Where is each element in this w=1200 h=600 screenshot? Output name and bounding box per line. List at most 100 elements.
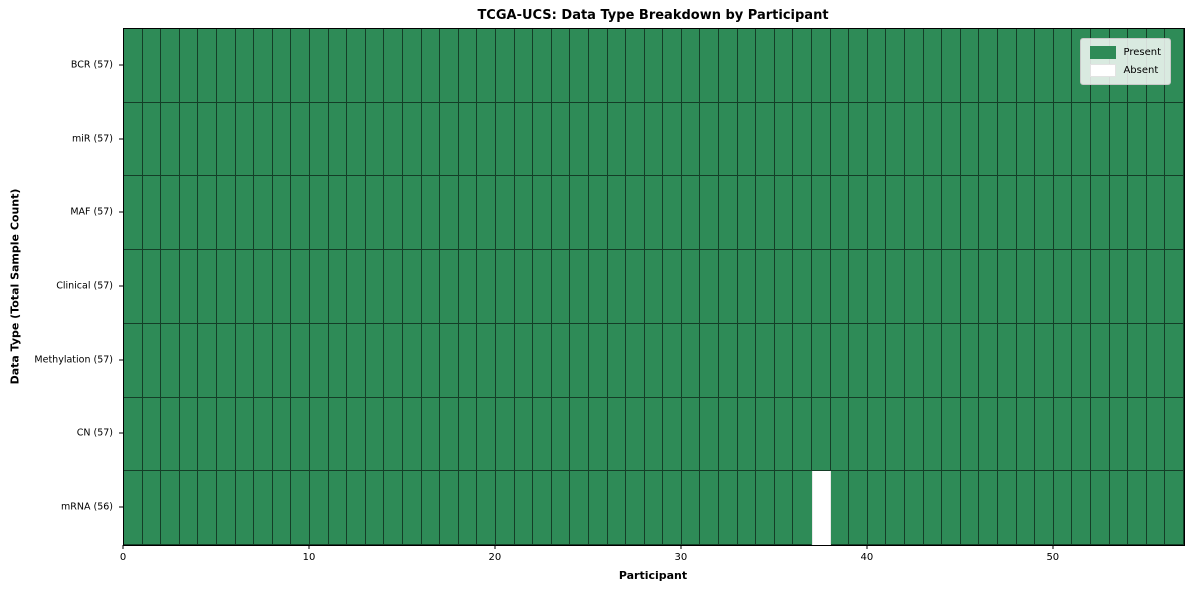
- heatmap-cell: [235, 471, 255, 545]
- heatmap-cell: [1146, 471, 1166, 545]
- heatmap-cell: [477, 471, 496, 545]
- heatmap-cell: [161, 323, 180, 398]
- heatmap-cell: [235, 323, 255, 398]
- heatmap-cell: [421, 102, 441, 177]
- heatmap-cell: [365, 397, 385, 472]
- heatmap-cell: [291, 471, 310, 545]
- heatmap-cell: [1128, 471, 1147, 545]
- heatmap-cell: [514, 323, 534, 398]
- heatmap-cell: [905, 250, 924, 324]
- heatmap-cell: [607, 250, 627, 324]
- heatmap-cell: [1035, 397, 1054, 472]
- heatmap-cell: [607, 323, 627, 398]
- y-tick-mark: [119, 432, 123, 434]
- heatmap-cell: [1053, 323, 1073, 398]
- y-tick-label: Clinical (57): [56, 280, 113, 292]
- heatmap-cell: [1128, 176, 1147, 251]
- heatmap-cell: [533, 323, 552, 398]
- heatmap-cell: [124, 471, 143, 545]
- heatmap-cell: [830, 397, 850, 472]
- x-axis-tick-labels: 0 10 20 30 40 50: [119, 545, 1183, 575]
- heatmap-cell: [1072, 471, 1092, 545]
- heatmap-cell: [979, 323, 999, 398]
- heatmap-cell: [198, 250, 217, 324]
- y-tick-mark: [119, 138, 123, 140]
- heatmap-cell: [1091, 471, 1110, 545]
- heatmap-cell: [774, 176, 794, 251]
- heatmap-cell: [402, 176, 422, 251]
- heatmap-cell: [309, 471, 329, 545]
- heatmap-cell: [309, 323, 329, 398]
- chart-title: TCGA-UCS: Data Type Breakdown by Partici…: [477, 8, 829, 23]
- heatmap-cell: [942, 29, 961, 103]
- heatmap-cell: [161, 250, 180, 324]
- heatmap-cell: [700, 176, 720, 251]
- heatmap-cell: [142, 471, 162, 545]
- heatmap-cell: [756, 102, 775, 177]
- heatmap-cell: [588, 250, 608, 324]
- heatmap-cell: [998, 102, 1017, 177]
- heatmap-cell: [384, 176, 403, 251]
- heatmap-cell: [942, 397, 961, 472]
- heatmap-cell: [960, 102, 980, 177]
- heatmap-cell: [291, 102, 310, 177]
- heatmap-cell: [272, 176, 292, 251]
- heatmap-cell: [309, 176, 329, 251]
- heatmap-cell: [328, 250, 348, 324]
- heatmap-cell: [161, 397, 180, 472]
- heatmap-cell: [328, 323, 348, 398]
- heatmap-cell: [1146, 397, 1166, 472]
- heatmap-cell: [681, 323, 701, 398]
- heatmap-cell: [719, 471, 738, 545]
- heatmap-cell: [998, 29, 1017, 103]
- heatmap-cell: [514, 397, 534, 472]
- heatmap-cell: [979, 397, 999, 472]
- heatmap-cell: [495, 29, 515, 103]
- legend: Present Absent: [1080, 38, 1171, 85]
- heatmap-cell: [551, 102, 571, 177]
- heatmap-cell: [477, 29, 496, 103]
- x-tick-mark: [122, 545, 124, 549]
- heatmap-cell: [960, 176, 980, 251]
- heatmap-cell: [1035, 323, 1054, 398]
- heatmap-cell: [1091, 176, 1110, 251]
- heatmap-cell: [756, 323, 775, 398]
- heatmap-cell: [812, 323, 831, 398]
- heatmap-cell: [905, 176, 924, 251]
- heatmap-cell: [384, 29, 403, 103]
- heatmap-cell: [458, 471, 478, 545]
- heatmap-cell: [830, 471, 850, 545]
- heatmap-cell: [886, 323, 906, 398]
- heatmap-cell: [830, 323, 850, 398]
- heatmap-cell: [700, 397, 720, 472]
- heatmap-cell: [886, 102, 906, 177]
- heatmap-cell: [626, 250, 645, 324]
- heatmap-cell: [607, 102, 627, 177]
- heatmap-cell: [979, 102, 999, 177]
- heatmap-cell: [1128, 102, 1147, 177]
- heatmap-cell: [923, 250, 943, 324]
- heatmap-cell: [756, 176, 775, 251]
- heatmap-cell: [867, 102, 887, 177]
- heatmap-cell: [161, 102, 180, 177]
- y-tick-mark: [119, 359, 123, 361]
- heatmap-cell: [533, 250, 552, 324]
- heatmap-cell: [124, 29, 143, 103]
- heatmap-cell: [774, 29, 794, 103]
- heatmap-cell: [384, 397, 403, 472]
- heatmap-cell: [495, 102, 515, 177]
- heatmap-cell: [905, 471, 924, 545]
- heatmap-cell: [570, 471, 589, 545]
- x-axis-title: Participant: [618, 569, 688, 582]
- heatmap-cell: [998, 471, 1017, 545]
- heatmap-cell: [942, 102, 961, 177]
- heatmap-cell: [365, 102, 385, 177]
- x-tick-mark: [494, 545, 496, 549]
- heatmap-cell: [905, 397, 924, 472]
- heatmap-cell: [142, 102, 162, 177]
- heatmap-cell: [551, 29, 571, 103]
- x-tick-label: 0: [119, 552, 127, 563]
- heatmap-cell: [793, 29, 813, 103]
- heatmap-cell: [867, 250, 887, 324]
- heatmap-cell: [681, 29, 701, 103]
